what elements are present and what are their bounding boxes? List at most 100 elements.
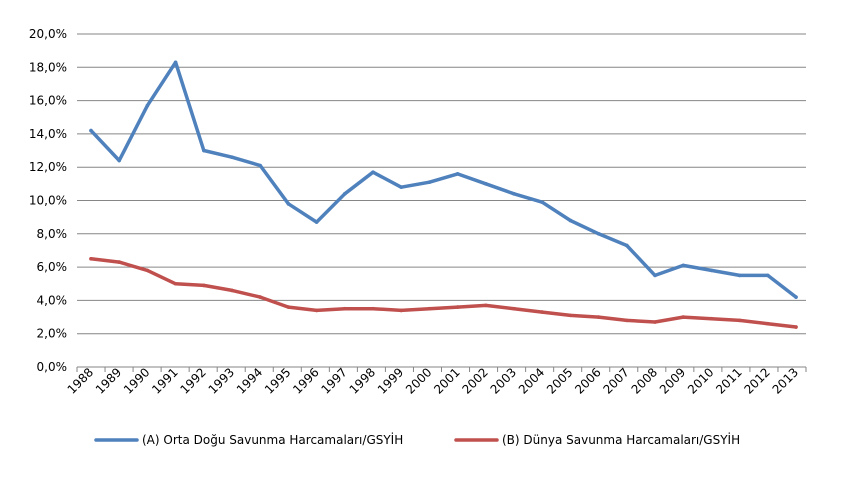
data-point [286,305,291,309]
data-point [314,308,319,313]
data-point [343,306,347,311]
data-point [230,155,234,160]
data-point [145,103,150,108]
series-line [89,60,798,299]
data-point [145,268,150,273]
data-point [202,148,206,153]
data-point [117,158,121,163]
series-a [89,60,798,299]
data-point [399,185,404,189]
x-tick-label: 2006 [572,365,603,396]
data-point [117,260,121,264]
y-tick-label: 4,0% [37,293,68,307]
x-tick-label: 1998 [347,365,378,396]
data-point [794,295,798,299]
data-point [766,321,770,326]
x-tick-label: 1992 [177,365,208,396]
data-point [625,318,629,323]
x-tick-label: 1993 [206,365,237,396]
legend-label: (B) Dünya Savunma Harcamaları/GSYİH [502,432,740,447]
data-point [709,316,714,321]
x-tick-label: 2012 [741,365,772,396]
x-tick-label: 2004 [516,365,547,396]
data-point [314,220,319,224]
y-tick-label: 20,0% [29,27,67,41]
legend: (A) Orta Doğu Savunma Harcamaları/GSYİH (… [94,432,740,447]
data-point [173,281,178,286]
data-point [455,172,460,176]
y-tick-label: 14,0% [29,127,67,141]
data-point [681,315,685,319]
data-point [568,313,573,318]
data-point [596,232,601,236]
x-tick-label: 1990 [121,365,152,396]
x-axis-labels: 1988198919901991199219931994199519961997… [65,365,801,396]
data-point [737,273,742,278]
x-tick-label: 2008 [629,365,660,396]
y-tick-label: 12,0% [29,160,67,174]
x-tick-label: 2007 [600,365,631,396]
data-point [625,243,629,248]
data-point [343,192,347,196]
data-point [540,310,544,314]
x-tick-label: 1994 [234,365,265,396]
data-point [653,273,657,278]
x-tick-label: 1999 [375,365,406,396]
x-tick-label: 2001 [431,365,462,396]
data-point [653,320,657,324]
gridlines [77,33,806,368]
y-axis-labels: 0,0% 2,0% 4,0% 6,0% 8,0% 10,0% 12,0% 14,0% 16,0%… [29,27,67,374]
x-tick-label: 2000 [403,365,434,396]
y-tick-label: 10,0% [29,194,67,208]
x-tick-label: 1996 [290,365,321,396]
data-point [202,283,206,288]
data-point [455,305,460,309]
x-tick-label: 2003 [488,365,519,396]
data-point [540,200,544,204]
data-point [766,273,770,278]
y-tick-label: 18,0% [29,60,67,74]
data-point [399,308,404,313]
data-point [371,170,375,174]
data-point [89,128,93,133]
data-point [258,295,263,299]
data-point [568,218,573,223]
data-point [596,315,601,319]
y-tick-label: 8,0% [37,227,68,241]
legend-item: (A) Orta Doğu Savunma Harcamaları/GSYİH [94,432,403,447]
x-tick-label: 1995 [262,365,293,396]
x-tick-label: 2005 [544,365,575,396]
data-point [173,60,178,65]
data-point [230,288,234,293]
x-axis-ticks [76,367,807,372]
series-b [89,256,798,329]
data-point [427,180,432,184]
x-tick-label: 1991 [149,365,180,396]
x-tick-label: 2009 [657,365,688,396]
x-tick-label: 2002 [459,365,490,396]
legend-item: (B) Dünya Savunma Harcamaları/GSYİH [454,432,740,447]
series-line [89,257,798,329]
data-point [427,306,432,311]
x-tick-label: 1989 [93,365,124,396]
x-tick-label: 1988 [65,365,96,396]
data-point [258,163,263,168]
y-tick-label: 2,0% [37,327,68,341]
data-point [484,303,488,308]
data-point [512,306,516,311]
y-tick-label: 0,0% [37,360,68,374]
data-point [681,263,685,268]
y-tick-label: 16,0% [29,94,67,108]
x-tick-label: 1997 [318,365,349,396]
x-tick-label: 2013 [770,365,801,396]
data-point [512,192,516,196]
data-point [371,306,375,311]
x-tick-label: 2010 [685,365,716,396]
data-point [794,325,798,329]
x-tick-label: 2011 [713,365,744,396]
data-point [89,256,93,261]
data-point [737,318,742,323]
legend-label: (A) Orta Doğu Savunma Harcamaları/GSYİH [142,432,403,447]
